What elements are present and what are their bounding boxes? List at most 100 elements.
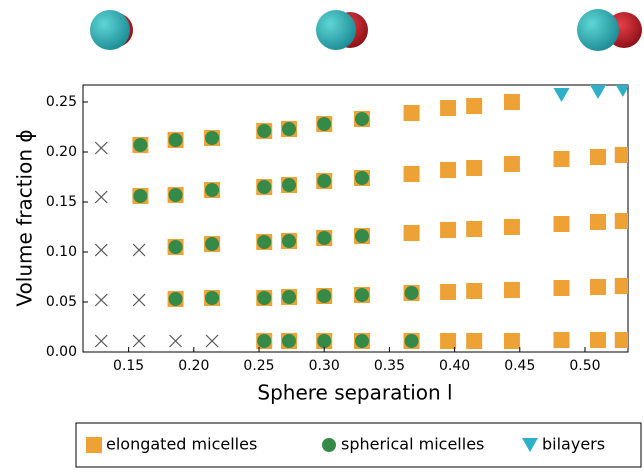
square-marker [466, 333, 483, 349]
circle-marker [282, 178, 297, 192]
square-marker [614, 332, 628, 348]
cross-marker [94, 293, 108, 307]
y-axis-label: Volume fraction ϕ [13, 129, 37, 306]
triangle-marker [553, 88, 570, 102]
square-marker [403, 105, 420, 121]
square-marker [614, 213, 628, 229]
plot-area [94, 85, 628, 349]
square-marker [553, 216, 570, 232]
circle-marker [257, 235, 272, 249]
square-marker [86, 437, 102, 453]
circle-marker [205, 237, 220, 251]
circle-marker [355, 334, 370, 348]
circle-marker [257, 124, 272, 138]
cross-marker [94, 190, 108, 204]
circle-marker [355, 171, 370, 185]
circle-marker [282, 290, 297, 304]
cross-marker [132, 243, 146, 257]
circle-marker [257, 291, 272, 305]
x-tick-label: 0.45 [504, 358, 535, 374]
y-tick-label: 0.15 [46, 194, 77, 210]
x-tick-label: 0.35 [374, 358, 405, 374]
triangle-marker [522, 438, 538, 452]
square-marker [440, 222, 457, 238]
x-tick-label: 0.40 [439, 358, 470, 374]
square-marker [466, 160, 483, 176]
cross-marker [94, 243, 108, 257]
cross-marker [94, 334, 108, 348]
circle-marker [322, 438, 336, 452]
x-tick-label: 0.15 [113, 358, 144, 374]
circle-marker [282, 122, 297, 136]
cross-marker [132, 334, 146, 348]
x-tick-label: 0.20 [178, 358, 209, 374]
square-marker [440, 162, 457, 178]
circle-marker [168, 188, 183, 202]
cross-marker [94, 141, 108, 155]
square-marker [590, 214, 607, 230]
y-tick-label: 0.05 [46, 294, 77, 310]
square-marker [590, 279, 607, 295]
legend-box [75, 422, 642, 468]
circle-marker [168, 292, 183, 306]
square-marker [553, 280, 570, 296]
square-marker [466, 283, 483, 299]
dimer-icons [90, 9, 642, 51]
circle-marker [355, 288, 370, 302]
y-tick-label: 0.25 [46, 94, 77, 110]
circle-marker [205, 291, 220, 305]
triangle-marker [615, 85, 628, 97]
square-marker [440, 284, 457, 300]
cross-marker [132, 293, 146, 307]
square-marker [503, 156, 520, 172]
circle-marker [404, 334, 419, 348]
y-tick-label: 0.10 [46, 244, 77, 260]
circle-marker [317, 289, 332, 303]
square-marker [553, 332, 570, 348]
square-marker [590, 332, 607, 348]
circle-marker [317, 334, 332, 348]
cross-marker [205, 334, 219, 348]
square-marker [440, 100, 457, 116]
square-marker [503, 94, 520, 110]
circle-marker [257, 180, 272, 194]
circle-marker [168, 133, 183, 147]
x-tick-label: 0.50 [569, 358, 600, 374]
circle-marker [317, 231, 332, 245]
square-marker [614, 278, 628, 294]
square-marker [503, 219, 520, 235]
legend-label: bilayers [542, 435, 605, 454]
square-marker [466, 98, 483, 114]
x-axis-label: Sphere separation l [257, 381, 452, 405]
circle-marker [355, 229, 370, 243]
x-tick-label: 0.30 [309, 358, 340, 374]
x-tick-label: 0.25 [243, 358, 274, 374]
circle-marker [205, 131, 220, 145]
square-marker [503, 333, 520, 349]
circle-marker [404, 286, 419, 300]
square-marker [440, 333, 457, 349]
square-marker [503, 282, 520, 298]
circle-marker [205, 183, 220, 197]
circle-marker [282, 234, 297, 248]
square-marker [403, 166, 420, 182]
circle-marker [355, 112, 370, 126]
cross-marker [169, 334, 182, 348]
y-tick-label: 0.00 [46, 344, 77, 360]
square-marker [553, 151, 570, 167]
square-marker [466, 221, 483, 237]
legend-label: spherical micelles [341, 435, 484, 454]
circle-marker [317, 117, 332, 131]
circle-marker [282, 334, 297, 348]
circle-marker [317, 174, 332, 188]
y-tick-label: 0.20 [46, 144, 77, 160]
circle-marker [133, 138, 148, 152]
square-marker [590, 149, 607, 165]
circle-marker [133, 189, 148, 203]
circle-marker [257, 334, 272, 348]
square-marker [403, 225, 420, 241]
legend-label: elongated micelles [106, 435, 257, 454]
square-marker [614, 147, 628, 163]
triangle-marker [590, 85, 607, 99]
